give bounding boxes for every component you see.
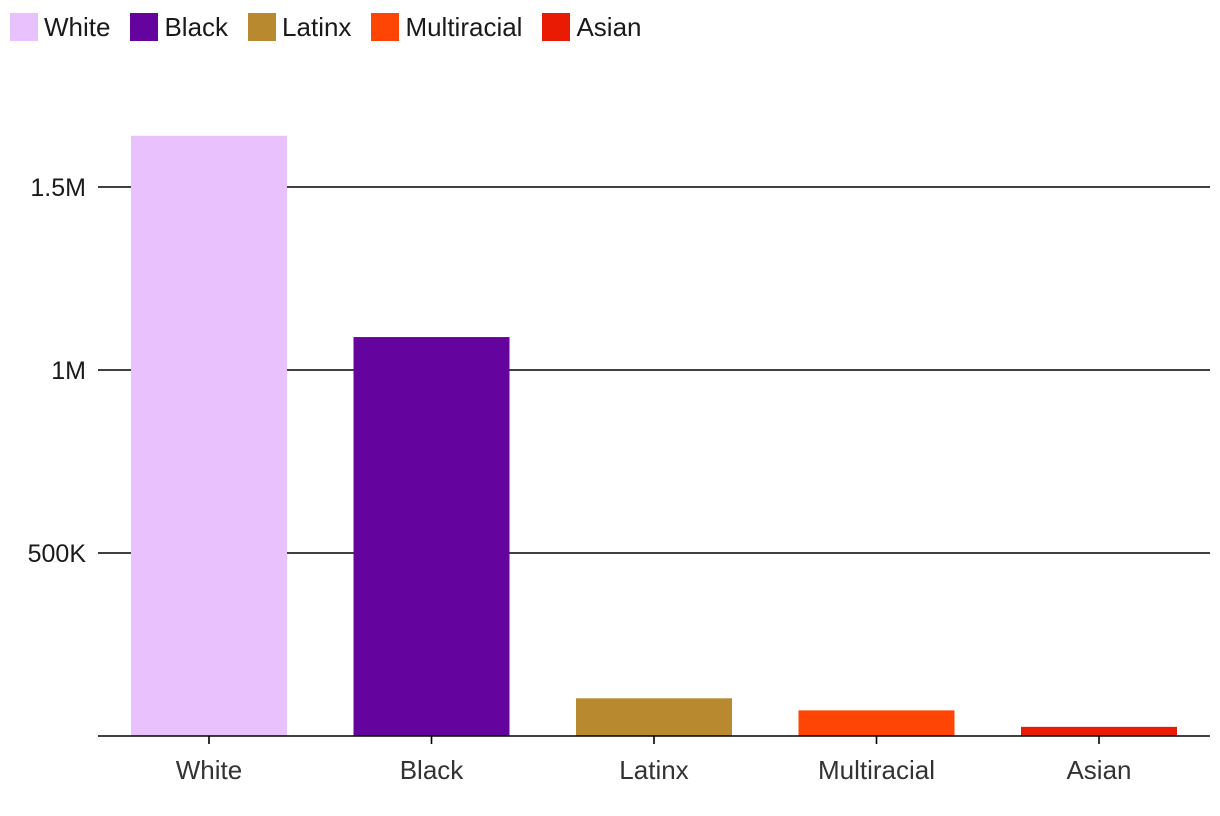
legend-label-asian: Asian — [576, 12, 642, 42]
bar-latinx — [576, 698, 732, 736]
x-tick-label-white: White — [176, 755, 242, 785]
legend-swatch-multiracial — [371, 13, 400, 41]
bar-asian — [1021, 726, 1177, 736]
bar-white — [131, 135, 287, 736]
legend-swatch-latinx — [248, 13, 277, 41]
legend-swatch-white — [10, 13, 38, 41]
legend-item-latinx: Latinx — [248, 12, 351, 42]
legend-label-black: Black — [164, 12, 229, 42]
bar-multiracial — [798, 710, 955, 736]
legend-item-multiracial: Multiracial — [371, 12, 522, 42]
legend-label-latinx: Latinx — [282, 12, 352, 42]
y-tick-label: 1M — [51, 357, 86, 385]
legend-label-multiracial: Multiracial — [405, 12, 523, 42]
x-tick-label-black: Black — [400, 755, 465, 785]
legend-item-black: Black — [130, 12, 228, 42]
y-tick-label: 1.5M — [30, 174, 86, 202]
legend-item-white: White — [10, 12, 110, 42]
legend-swatch-asian — [542, 13, 571, 41]
x-tick-label-asian: Asian — [1066, 755, 1131, 785]
legend-item-asian: Asian — [542, 12, 642, 42]
legend-label-white: White — [44, 12, 111, 42]
x-tick-label-multiracial: Multiracial — [818, 755, 935, 785]
bar-black — [353, 337, 510, 736]
y-tick-label: 500K — [28, 540, 87, 568]
x-tick-label-latinx: Latinx — [619, 755, 688, 785]
legend-swatch-black — [130, 13, 159, 41]
chart-legend: White Black Latinx Multiracial Asian — [10, 12, 662, 42]
